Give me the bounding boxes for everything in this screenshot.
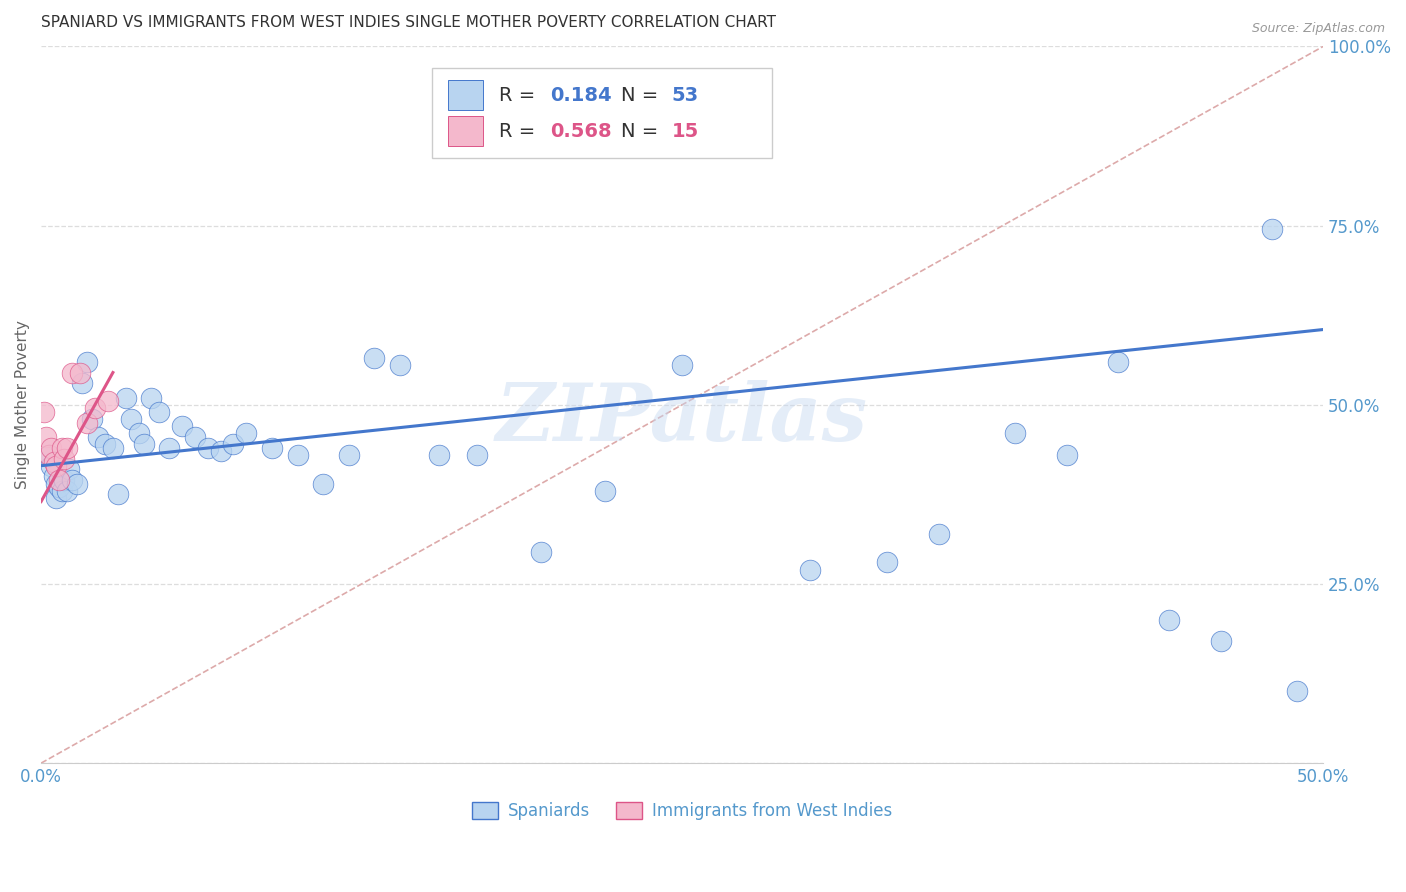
FancyBboxPatch shape xyxy=(447,116,484,146)
Text: 0.184: 0.184 xyxy=(550,86,612,104)
Point xyxy=(35,430,58,444)
Point xyxy=(94,437,117,451)
Point xyxy=(45,476,67,491)
Point xyxy=(38,448,60,462)
Point xyxy=(60,473,83,487)
Point xyxy=(70,376,93,391)
Point xyxy=(184,430,207,444)
Point xyxy=(69,366,91,380)
Point xyxy=(45,491,67,505)
Point xyxy=(51,441,73,455)
Point xyxy=(132,437,155,451)
Text: 15: 15 xyxy=(672,121,699,141)
Point xyxy=(76,355,98,369)
Point xyxy=(107,487,129,501)
Point xyxy=(128,426,150,441)
Point xyxy=(82,412,104,426)
Point xyxy=(1209,634,1232,648)
Point xyxy=(48,473,70,487)
Point xyxy=(32,405,55,419)
Point xyxy=(209,444,232,458)
FancyBboxPatch shape xyxy=(432,68,772,158)
Point xyxy=(928,526,950,541)
Point xyxy=(42,469,65,483)
Point xyxy=(41,441,63,455)
Text: N =: N = xyxy=(620,121,664,141)
Point xyxy=(1107,355,1129,369)
Point xyxy=(60,366,83,380)
Legend: Spaniards, Immigrants from West Indies: Spaniards, Immigrants from West Indies xyxy=(465,795,900,827)
Point xyxy=(172,419,194,434)
Point xyxy=(465,448,488,462)
Point xyxy=(235,426,257,441)
Point xyxy=(389,359,412,373)
Point xyxy=(222,437,245,451)
Text: 0.568: 0.568 xyxy=(550,121,612,141)
Text: Source: ZipAtlas.com: Source: ZipAtlas.com xyxy=(1251,22,1385,36)
Point xyxy=(53,451,76,466)
Point xyxy=(1261,222,1284,236)
Point xyxy=(55,483,77,498)
Text: ZIPatlas: ZIPatlas xyxy=(496,380,868,458)
Point xyxy=(114,391,136,405)
Point xyxy=(876,556,898,570)
Point xyxy=(671,359,693,373)
Point xyxy=(86,430,108,444)
Text: R =: R = xyxy=(499,121,541,141)
Point xyxy=(45,458,67,473)
Point xyxy=(66,476,89,491)
Y-axis label: Single Mother Poverty: Single Mother Poverty xyxy=(15,320,30,489)
Point xyxy=(427,448,450,462)
Text: N =: N = xyxy=(620,86,664,104)
FancyBboxPatch shape xyxy=(447,80,484,111)
Point xyxy=(53,473,76,487)
Point xyxy=(1159,613,1181,627)
Point xyxy=(197,441,219,455)
Point xyxy=(1004,426,1026,441)
Point xyxy=(51,483,73,498)
Point xyxy=(363,351,385,366)
Point xyxy=(593,483,616,498)
Point xyxy=(148,405,170,419)
Point xyxy=(58,462,80,476)
Text: SPANIARD VS IMMIGRANTS FROM WEST INDIES SINGLE MOTHER POVERTY CORRELATION CHART: SPANIARD VS IMMIGRANTS FROM WEST INDIES … xyxy=(41,15,776,30)
Point xyxy=(312,476,335,491)
Point xyxy=(76,416,98,430)
Point xyxy=(530,545,553,559)
Point xyxy=(101,441,124,455)
Point xyxy=(287,448,309,462)
Point xyxy=(141,391,163,405)
Point xyxy=(55,441,77,455)
Point xyxy=(1056,448,1078,462)
Point xyxy=(38,448,60,462)
Point xyxy=(260,441,283,455)
Point xyxy=(48,480,70,494)
Text: R =: R = xyxy=(499,86,541,104)
Text: 53: 53 xyxy=(672,86,699,104)
Point xyxy=(97,394,120,409)
Point xyxy=(1286,684,1309,698)
Point xyxy=(337,448,360,462)
Point xyxy=(799,563,821,577)
Point xyxy=(120,412,142,426)
Point xyxy=(84,401,107,416)
Point xyxy=(41,458,63,473)
Point xyxy=(157,441,180,455)
Point xyxy=(42,455,65,469)
